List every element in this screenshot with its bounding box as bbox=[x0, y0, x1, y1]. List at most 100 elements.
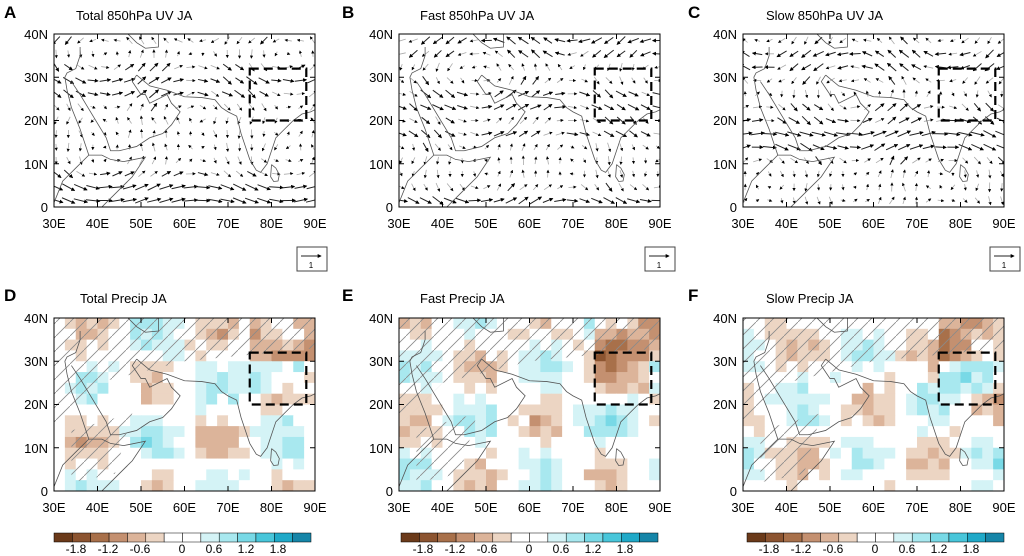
map-area bbox=[53, 317, 316, 492]
wind-vector bbox=[948, 52, 958, 56]
coastline bbox=[399, 438, 492, 491]
wind-vector bbox=[975, 183, 980, 192]
wind-vector bbox=[54, 130, 58, 138]
wind-vector bbox=[778, 78, 786, 83]
y-tick-label: 40N bbox=[24, 27, 48, 42]
heatmap-cell bbox=[529, 415, 541, 427]
heatmap-cell bbox=[982, 404, 994, 416]
heatmap-cell bbox=[282, 480, 294, 491]
wind-vector bbox=[261, 103, 267, 112]
wind-vector bbox=[531, 49, 541, 59]
wind-vector bbox=[938, 172, 944, 176]
y-axis: 0 10N 20N 30N 40N bbox=[24, 27, 48, 215]
heatmap-cell bbox=[293, 415, 305, 427]
heatmap-cell bbox=[228, 372, 240, 384]
wind-vector bbox=[508, 63, 514, 71]
wind-vector bbox=[160, 77, 172, 84]
x-tick-label: 50E bbox=[474, 216, 497, 231]
colorbar-swatch bbox=[875, 532, 895, 543]
wind-vector bbox=[887, 116, 897, 125]
wind-vector bbox=[627, 103, 640, 111]
heatmap-cell bbox=[551, 458, 563, 470]
heatmap-cell bbox=[906, 404, 918, 416]
heatmap-cell bbox=[228, 393, 240, 405]
wind-vector bbox=[642, 184, 650, 191]
heatmap-cell bbox=[830, 447, 842, 460]
wind-vector bbox=[824, 145, 838, 150]
wind-vector bbox=[743, 64, 751, 71]
wind-vector bbox=[507, 49, 516, 58]
heatmap-cell bbox=[906, 393, 918, 405]
heatmap-cell bbox=[206, 436, 218, 449]
heatmap-cell bbox=[293, 393, 305, 405]
heatmap-cell bbox=[141, 415, 153, 427]
heatmap-cell bbox=[927, 404, 940, 416]
heatmap-cell bbox=[228, 436, 240, 449]
y-tick-label: 30N bbox=[713, 354, 737, 369]
wind-vector bbox=[592, 90, 601, 98]
wind-vector bbox=[591, 104, 603, 110]
heatmap-cell bbox=[293, 447, 305, 460]
heatmap-cell bbox=[616, 436, 628, 449]
wind-vector bbox=[812, 51, 824, 57]
heatmap-cell bbox=[282, 447, 294, 460]
wind-vector bbox=[872, 130, 887, 137]
y-tick-label: 0 bbox=[41, 484, 48, 499]
wind-vector bbox=[64, 63, 73, 71]
wind-vector bbox=[534, 156, 538, 165]
heatmap-cell bbox=[206, 458, 218, 470]
heatmap-cell bbox=[119, 458, 131, 470]
wind-vector bbox=[100, 38, 109, 42]
heatmap-cell bbox=[605, 382, 617, 395]
wind-vector bbox=[629, 184, 638, 191]
heatmap-cell bbox=[399, 447, 411, 460]
wind-vector bbox=[997, 156, 1004, 165]
wind-vector bbox=[399, 64, 403, 71]
heatmap-cell bbox=[260, 447, 272, 460]
heatmap-cell bbox=[884, 469, 896, 481]
heatmap-cell bbox=[249, 393, 262, 405]
colorbar bbox=[746, 532, 1005, 543]
coastline bbox=[136, 74, 315, 173]
heatmap-cell bbox=[927, 480, 940, 491]
heatmap-cell bbox=[649, 458, 660, 470]
wind-vector bbox=[456, 91, 469, 97]
heatmap-cell bbox=[927, 447, 940, 460]
heatmap-cell bbox=[260, 393, 272, 405]
wind-vector bbox=[580, 119, 590, 123]
heatmap-cell bbox=[304, 458, 315, 470]
wind-vector bbox=[173, 38, 183, 43]
heatmap-cell bbox=[638, 372, 650, 384]
heatmap-cell bbox=[293, 436, 305, 449]
wind-vector bbox=[542, 91, 554, 96]
wind-vector bbox=[603, 49, 615, 58]
wind-vector bbox=[581, 145, 588, 150]
wind-vector bbox=[874, 143, 886, 151]
heatmap-cell bbox=[649, 480, 660, 491]
wind-vector bbox=[257, 197, 272, 204]
heatmap-cell bbox=[775, 480, 787, 491]
colorbar-swatch bbox=[237, 532, 257, 543]
wind-vector bbox=[235, 170, 244, 177]
wind-vector bbox=[767, 186, 772, 190]
wind-vector bbox=[469, 39, 479, 43]
wind-vector bbox=[543, 37, 553, 44]
heatmap-cell bbox=[184, 404, 196, 416]
heatmap-cell bbox=[238, 426, 251, 438]
heatmap-cell bbox=[873, 361, 885, 373]
heatmap-cell bbox=[217, 447, 229, 460]
wind-vector bbox=[101, 65, 110, 69]
wind-vector bbox=[568, 185, 577, 189]
heatmap-cell bbox=[206, 447, 218, 460]
heatmap-cell bbox=[917, 447, 929, 460]
heatmap-cell bbox=[184, 393, 196, 405]
wind-vector bbox=[802, 103, 811, 111]
coastline bbox=[270, 448, 280, 466]
heatmap-cell bbox=[982, 469, 994, 481]
heatmap-cell bbox=[993, 458, 1004, 470]
wind-vector bbox=[988, 169, 992, 179]
wind-vector bbox=[173, 171, 184, 177]
heatmap-cell bbox=[562, 436, 574, 449]
wind-vector bbox=[99, 78, 112, 83]
heatmap-cell bbox=[184, 426, 196, 438]
